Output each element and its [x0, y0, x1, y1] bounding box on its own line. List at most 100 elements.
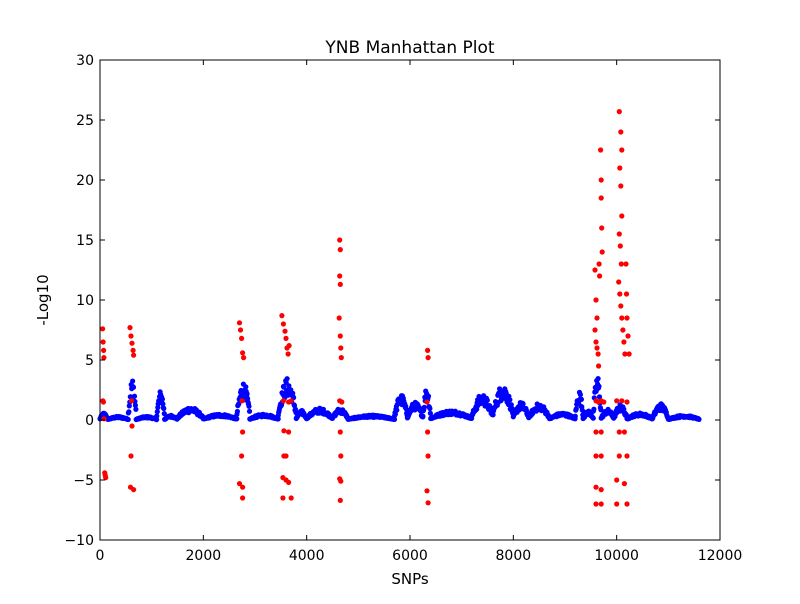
snp-point: [125, 416, 131, 423]
snp-point: [618, 303, 624, 309]
snp-point: [593, 484, 599, 490]
snp-point: [598, 147, 604, 153]
snp-point: [594, 315, 600, 321]
snp-point: [280, 321, 286, 327]
snp-point: [338, 355, 344, 361]
snp-point: [281, 428, 287, 434]
snp-point: [619, 213, 625, 219]
chart-title: YNB Manhattan Plot: [324, 38, 495, 58]
snp-point: [239, 398, 245, 404]
snp-point: [288, 495, 294, 501]
snp-point: [101, 347, 107, 353]
snp-point: [420, 413, 426, 419]
snp-point: [286, 429, 292, 435]
snp-point: [337, 333, 343, 339]
snp-point: [243, 384, 249, 390]
snp-point: [596, 261, 602, 267]
snp-point: [616, 453, 622, 459]
snp-point: [241, 355, 247, 361]
snp-point: [623, 261, 629, 267]
snp-point: [624, 315, 630, 321]
snp-point: [394, 407, 400, 413]
snp-point: [614, 398, 620, 404]
snp-point: [154, 409, 160, 415]
snp-point: [239, 335, 245, 341]
snp-point: [599, 225, 605, 231]
snp-point: [130, 347, 136, 353]
snp-point: [288, 398, 294, 404]
snp-point: [286, 479, 292, 485]
x-tick-label: 8000: [496, 548, 532, 564]
snp-point: [234, 416, 240, 422]
snp-point: [618, 129, 624, 135]
snp-point: [593, 453, 599, 459]
snp-point: [616, 429, 622, 435]
snp-point: [599, 249, 605, 255]
snp-point: [617, 165, 623, 171]
snp-point: [425, 429, 431, 435]
snp-point: [425, 500, 431, 506]
snp-point: [131, 352, 137, 358]
snp-point: [616, 231, 622, 237]
snp-point: [595, 351, 601, 357]
snp-point: [240, 495, 246, 501]
snp-point: [128, 398, 135, 404]
snp-point: [392, 411, 398, 417]
y-tick-label: 10: [76, 293, 94, 309]
x-tick-label: 4000: [289, 548, 325, 564]
snp-point: [593, 297, 599, 303]
snp-point: [339, 399, 345, 405]
x-axis-label: SNPs: [391, 570, 429, 588]
snp-point: [160, 401, 166, 407]
snp-point: [240, 484, 246, 490]
snp-point: [597, 273, 603, 279]
snp-point: [338, 453, 344, 459]
snp-point: [286, 343, 292, 349]
snp-point: [285, 351, 291, 357]
snp-point: [100, 326, 106, 332]
snp-point: [129, 423, 135, 429]
y-tick-label: 15: [76, 233, 94, 249]
snp-point: [424, 399, 430, 405]
snp-point: [132, 402, 138, 408]
snp-point: [619, 315, 625, 321]
snp-point: [239, 453, 245, 459]
snp-point: [572, 413, 578, 419]
snp-point: [598, 177, 604, 183]
x-tick-label: 0: [96, 548, 105, 564]
snp-point: [284, 376, 290, 382]
snp-point: [425, 347, 431, 353]
snp-point: [598, 453, 604, 459]
x-tick-label: 10000: [594, 548, 639, 564]
y-axis-label: -Log10: [34, 274, 52, 325]
snp-point: [624, 399, 630, 405]
snp-point: [427, 405, 433, 412]
snp-point: [621, 429, 628, 435]
snp-point: [596, 383, 602, 389]
snp-point: [336, 315, 342, 321]
snp-point: [424, 488, 430, 494]
snp-point: [578, 396, 585, 402]
y-tick-label: 20: [76, 173, 94, 189]
snp-point: [596, 363, 602, 369]
snp-point: [624, 501, 630, 507]
y-tick-label: −10: [64, 533, 94, 549]
snp-point: [573, 406, 579, 412]
snp-point: [246, 408, 253, 414]
snp-point: [161, 405, 167, 412]
y-tick-label: 25: [76, 113, 94, 129]
snp-point: [621, 481, 628, 487]
snp-point: [618, 183, 624, 189]
snp-point: [280, 495, 286, 501]
snp-point: [282, 328, 288, 334]
snp-point: [617, 291, 623, 297]
snp-point: [592, 267, 598, 273]
snp-point: [131, 393, 138, 399]
snp-point: [100, 339, 106, 345]
snp-point: [626, 351, 632, 357]
snp-point: [425, 355, 431, 361]
snp-point: [593, 429, 599, 435]
snp-point: [425, 393, 432, 399]
snp-point: [128, 333, 134, 339]
